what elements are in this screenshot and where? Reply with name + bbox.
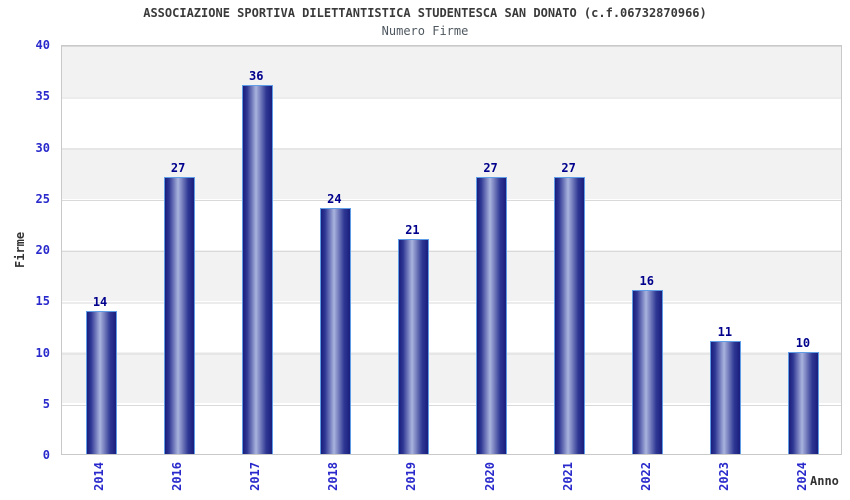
bar-value-label-2017: 36 xyxy=(249,69,264,83)
bar-2023 xyxy=(710,341,742,454)
x-tick-label-2017: 2017 xyxy=(248,462,263,491)
x-tick-label-2019: 2019 xyxy=(404,462,419,491)
x-tick-label-2024: 2024 xyxy=(794,462,809,491)
bar-2018 xyxy=(319,208,351,454)
x-tick-label-2023: 2023 xyxy=(716,462,731,491)
bar-value-label-2014: 14 xyxy=(92,294,108,309)
bar-value-label-2021: 27 xyxy=(561,161,576,176)
plot-area xyxy=(61,45,842,455)
y-tick-label-30: 30 xyxy=(35,140,50,155)
x-tick-label-2021: 2021 xyxy=(560,462,575,491)
y-tick-label-0: 0 xyxy=(42,448,50,462)
y-tick-label-5: 5 xyxy=(42,396,50,411)
bar-2020 xyxy=(476,177,508,454)
bar-value-label-2019: 21 xyxy=(405,222,420,237)
x-tick-label-2020: 2020 xyxy=(482,462,497,491)
y-tick-label-35: 35 xyxy=(35,89,50,104)
x-tick-label-2014: 2014 xyxy=(92,462,107,491)
bar-value-label-2020: 27 xyxy=(483,161,498,176)
bar-2017 xyxy=(241,85,273,454)
y-tick-label-40: 40 xyxy=(35,38,50,52)
x-tick-label-2016: 2016 xyxy=(170,462,185,491)
bar-value-label-2022: 16 xyxy=(639,274,654,288)
y-tick-label-25: 25 xyxy=(35,191,50,206)
x-tick-label-2018: 2018 xyxy=(326,462,341,491)
y-tick-label-15: 15 xyxy=(35,294,50,309)
bar-value-label-2018: 24 xyxy=(327,192,342,206)
bar-2016 xyxy=(163,177,195,454)
chart-subtitle: Numero Firme xyxy=(381,24,469,38)
bar-value-label-2016: 27 xyxy=(170,161,186,176)
y-tick-label-20: 20 xyxy=(35,243,50,257)
bar-2022 xyxy=(632,290,664,454)
bar-2024 xyxy=(788,351,820,454)
bar-2019 xyxy=(397,238,429,454)
bar-value-label-2023: 11 xyxy=(717,325,733,340)
bar-value-label-2024: 10 xyxy=(795,335,811,350)
bar-2021 xyxy=(554,177,586,454)
chart-title: ASSOCIAZIONE SPORTIVA DILETTANTISTICA ST… xyxy=(143,6,707,20)
bar-2014 xyxy=(85,310,117,454)
y-tick-label-10: 10 xyxy=(35,345,50,360)
x-tick-label-2022: 2022 xyxy=(638,462,653,491)
x-axis-title: Anno xyxy=(810,474,839,488)
